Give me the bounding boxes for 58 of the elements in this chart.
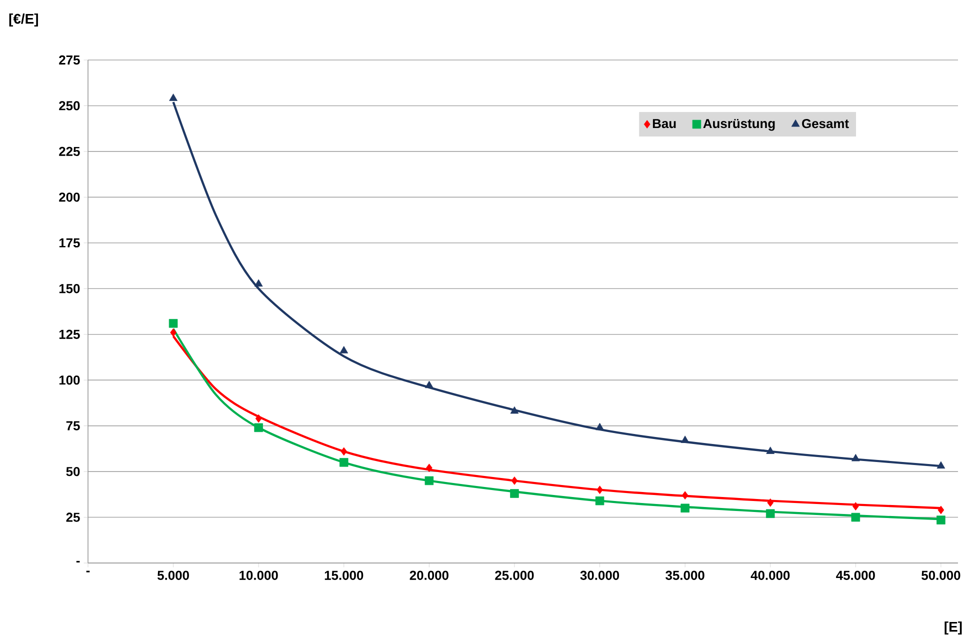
point	[936, 461, 946, 469]
x-tick-label: 25.000	[495, 570, 534, 580]
y-tick-label: 125	[59, 330, 80, 339]
point	[938, 506, 944, 514]
y-tick-label: -	[76, 560, 80, 562]
point	[425, 380, 434, 388]
point	[424, 476, 434, 486]
y-tick-label: 275	[59, 55, 80, 65]
point	[168, 319, 178, 328]
legend-label: Gesamt	[802, 118, 849, 128]
point	[510, 489, 519, 498]
point	[767, 498, 774, 507]
x-tick-label: 45.000	[836, 570, 875, 580]
y-tick-label: 150	[59, 284, 80, 294]
point	[254, 423, 263, 432]
x-tick-label: 40.000	[750, 570, 790, 580]
legend-label: Bau	[652, 119, 676, 128]
point	[851, 454, 860, 462]
y-axis-title: [€/E]	[9, 13, 38, 26]
point	[426, 464, 432, 472]
y-tick-label: 250	[59, 101, 80, 110]
point	[766, 509, 775, 518]
x-tick-label: 50.000	[922, 570, 960, 580]
point	[340, 447, 348, 456]
x-axis-title: [E]	[944, 621, 962, 634]
point	[682, 491, 688, 500]
y-tick-label: 175	[59, 238, 80, 248]
y-tick-label: 200	[59, 192, 80, 202]
point	[680, 504, 690, 513]
point	[596, 422, 604, 430]
point	[936, 516, 946, 524]
point	[851, 512, 860, 522]
legend-label: Ausrüstung	[703, 119, 775, 131]
point	[595, 496, 604, 506]
y-tick-label: 75	[66, 421, 80, 430]
point	[340, 346, 348, 354]
x-tick-label: 15.000	[324, 570, 364, 580]
point	[852, 502, 859, 510]
x-tick-label: 5.000	[157, 570, 189, 580]
point	[510, 406, 519, 414]
y-tick-label: 100	[59, 376, 80, 385]
x-tick-label: 30.000	[580, 570, 620, 580]
point	[766, 446, 775, 454]
point	[169, 94, 178, 101]
x-tick-label: 10.000	[240, 570, 278, 580]
point	[255, 414, 262, 423]
y-tick-label: 50	[66, 466, 80, 476]
x-tick-label: -	[86, 570, 90, 572]
point	[680, 436, 690, 443]
point	[596, 486, 603, 494]
point	[254, 279, 263, 287]
y-tick-label: 25	[66, 512, 80, 522]
point	[511, 476, 518, 485]
point	[170, 328, 176, 337]
x-tick-label: 35.000	[666, 570, 704, 580]
y-tick-label: 225	[59, 146, 80, 156]
x-tick-label: 20.000	[410, 570, 448, 580]
point	[340, 458, 348, 467]
